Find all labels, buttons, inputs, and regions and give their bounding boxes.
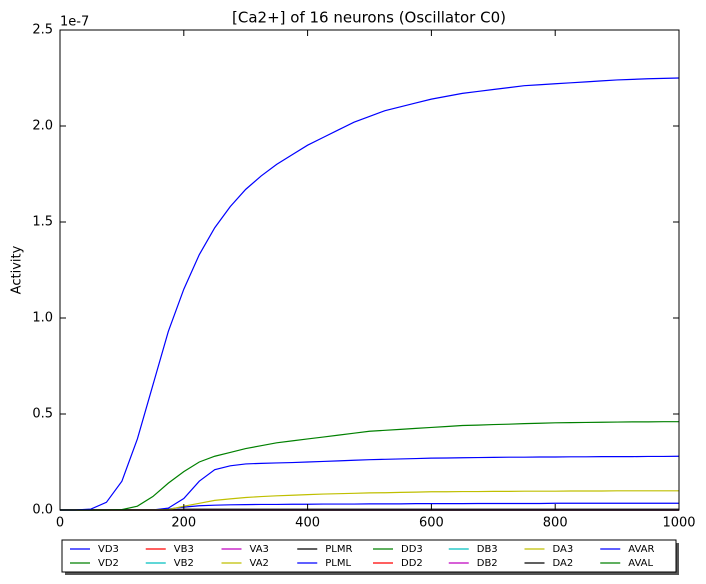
y-tick-label: 2.0 [32,119,53,134]
x-tick-label: 0 [56,516,64,531]
data-line [60,421,679,511]
y-tick-label: 0.5 [32,407,53,422]
legend-box [61,539,677,573]
y-axis-label: Activity [10,245,25,294]
legend-label: VB2 [174,558,194,569]
legend-label: VD2 [98,558,119,569]
y-tick-label: 1.0 [32,311,53,326]
legend-label: DA3 [553,544,574,555]
legend-label: VD3 [98,544,119,555]
legend: VD3 VD2 VB3 VB2 VA3 VA2 PLMR PLML DD3 DD2 DB3 DB2 DA… [61,539,679,575]
legend-label: DB3 [477,544,498,555]
x-tick-label: 600 [419,516,444,531]
legend-label: VB3 [174,544,194,555]
x-tick-label: 200 [171,516,196,531]
x-tick-label: 400 [295,516,320,531]
chart-title: [Ca2+] of 16 neurons (Oscillator C0) [232,9,506,27]
legend-label: PLML [325,558,351,569]
data-line [60,490,679,511]
data-line [60,77,680,511]
x-tick-label: 1000 [662,516,695,531]
legend-label: DB2 [477,558,498,569]
y-tick-label: 0.0 [32,503,53,518]
data-line [60,455,680,511]
legend-label: VA3 [250,544,269,555]
y-tick-label: 1.5 [32,215,53,230]
legend-label: PLMR [325,544,352,555]
y-offset-label: 1e-7 [60,15,89,30]
legend-label: AVAR [628,544,654,555]
y-tick-label: 2.5 [32,23,53,38]
plot-frame [59,29,680,511]
legend-label: DD2 [401,558,423,569]
legend-label: AVAL [628,558,653,569]
legend-label: VA2 [250,558,269,569]
legend-label: DD3 [401,544,423,555]
x-tick-label: 800 [543,516,568,531]
legend-label: DA2 [553,558,574,569]
